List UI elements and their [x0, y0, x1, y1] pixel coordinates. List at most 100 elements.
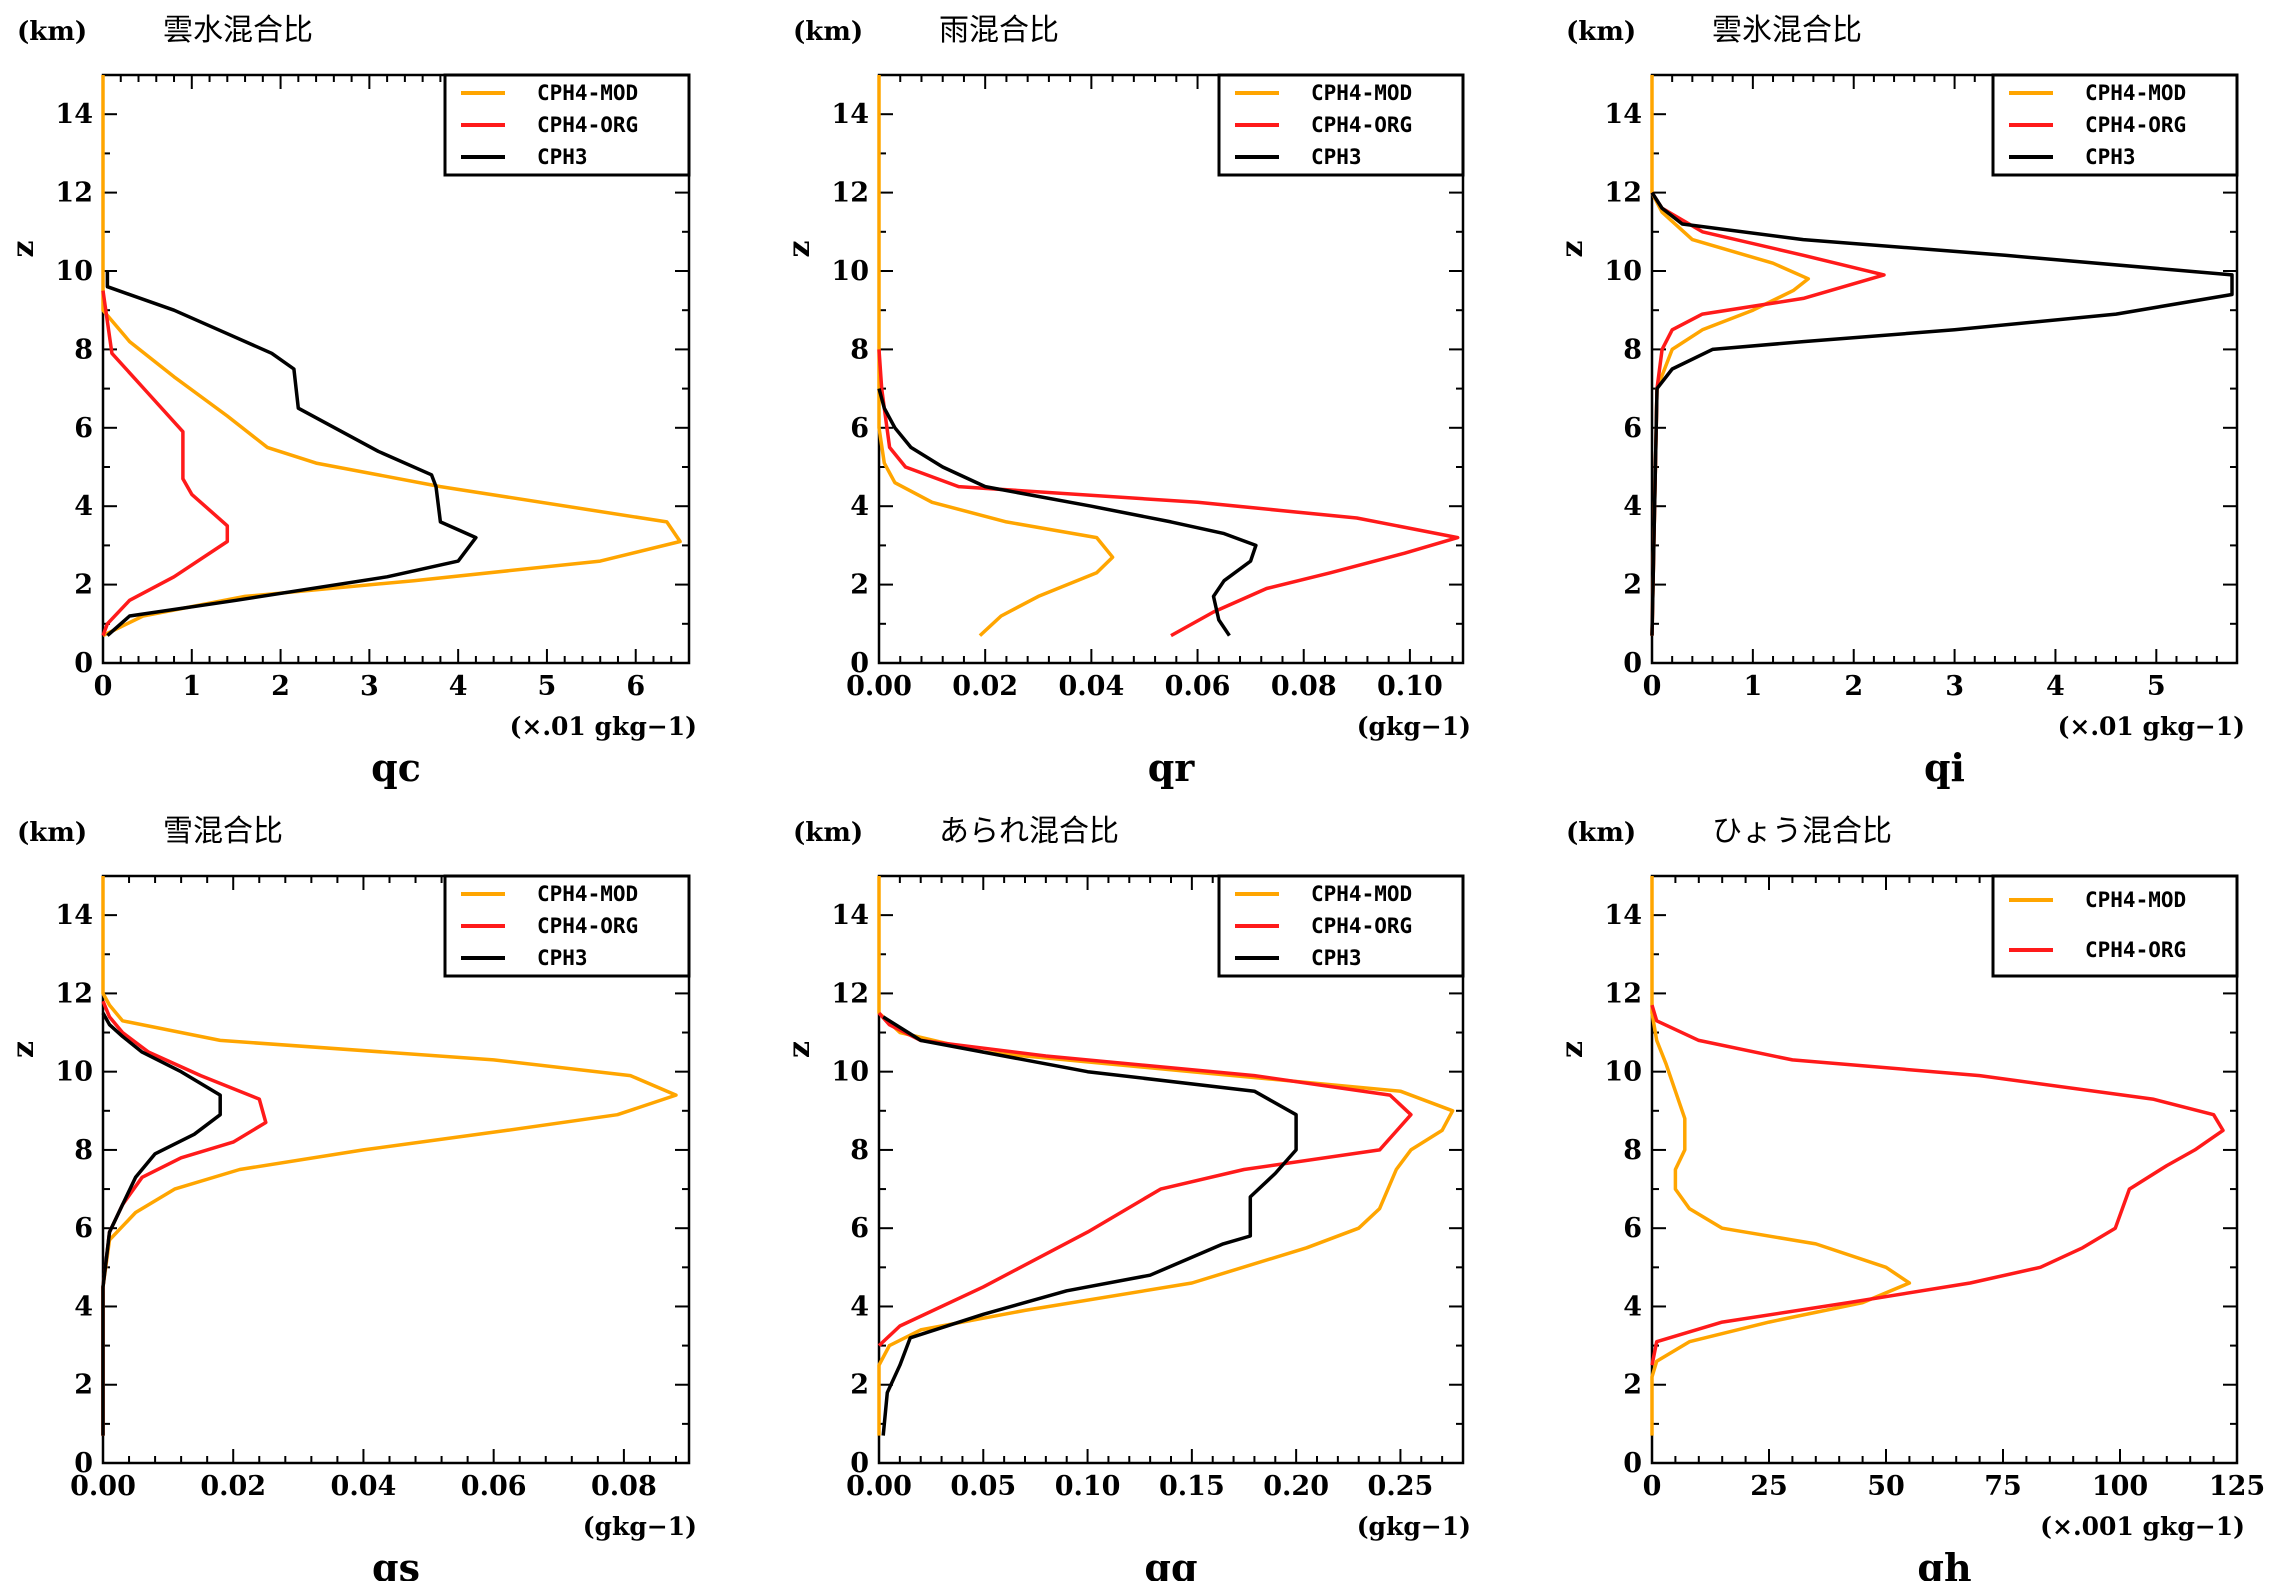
legend: CPH4-MOD CPH4-ORG CPH3 — [443, 874, 691, 978]
legend: CPH4-MOD CPH4-ORG CPH3 — [1217, 73, 1465, 177]
x-tick-label: 0.05 — [950, 1471, 1016, 1502]
x-tick-label: 5 — [538, 671, 557, 702]
y-tick-label: 8 — [74, 334, 93, 365]
y-tick-label: 4 — [74, 491, 93, 522]
series-line-cph4-org — [1650, 191, 1886, 636]
legend-label: CPH4-ORG — [537, 914, 638, 938]
x-tick-label: 0.25 — [1368, 1471, 1434, 1502]
y-tick-label: 0 — [850, 1448, 869, 1479]
y-tick-label: 2 — [850, 570, 869, 601]
y-tick-label: 4 — [1623, 491, 1642, 522]
chart-title: あられ混合比 — [939, 814, 1119, 849]
chart-title: ひょう混合比 — [1712, 814, 1892, 849]
x-axis-unit: (×.01 gkg−1) — [510, 712, 697, 741]
y-tick-label: 0 — [74, 648, 93, 679]
plot-frame — [1650, 73, 2239, 665]
x-tick-label: 1 — [1743, 671, 1762, 702]
y-tick-label: 12 — [55, 178, 93, 209]
chart-panel-qr: 0 2 4 6 8 10 12 14 0.00 0.02 0.04 0.06 0.08 0.10 (gkg−… — [782, 13, 1471, 790]
x-tick-label: 0.02 — [952, 671, 1018, 702]
y-axis-label: z — [6, 1041, 41, 1058]
y-tick-label: 8 — [850, 1135, 869, 1166]
y-tick-label: 10 — [55, 1057, 93, 1088]
y-axis-unit: (km) — [793, 17, 863, 47]
y-tick-label: 2 — [74, 570, 93, 601]
x-axis-label: qr — [1148, 745, 1196, 790]
x-axis-unit: (×.01 gkg−1) — [2058, 712, 2245, 741]
x-tick-label: 0.15 — [1159, 1471, 1225, 1502]
x-tick-label: 2 — [1844, 671, 1863, 702]
y-tick-label: 12 — [831, 178, 869, 209]
y-tick-label: 10 — [831, 256, 869, 287]
legend-label: CPH4-MOD — [1311, 882, 1412, 906]
legend-box — [1991, 874, 2239, 978]
y-axis-unit: (km) — [1566, 818, 1636, 848]
y-axis-label: z — [1555, 1041, 1590, 1058]
y-tick-label: 14 — [55, 900, 93, 931]
series-line-cph3 — [881, 1015, 1298, 1436]
legend-label: CPH4-MOD — [1311, 81, 1412, 105]
y-tick-label: 10 — [1604, 256, 1642, 287]
legend-label: CPH4-ORG — [2085, 938, 2186, 962]
x-axis-unit: (gkg−1) — [583, 1512, 697, 1541]
legend: CPH4-MOD CPH4-ORG CPH3 — [443, 73, 691, 177]
y-tick-label: 0 — [74, 1448, 93, 1479]
y-tick-label: 14 — [1604, 99, 1642, 130]
x-axis-unit: (gkg−1) — [1357, 712, 1471, 741]
x-tick-label: 3 — [1945, 671, 1964, 702]
y-tick-label: 6 — [74, 1213, 93, 1244]
x-tick-label: 0.06 — [1165, 671, 1231, 702]
x-tick-label: 0.10 — [1377, 671, 1443, 702]
y-tick-label: 12 — [1604, 978, 1642, 1009]
x-tick-label: 0.08 — [1271, 671, 1337, 702]
plot-frame — [101, 874, 691, 1465]
legend-label: CPH3 — [1311, 145, 1362, 169]
series-line-cph4-mod — [101, 75, 682, 638]
x-tick-label: 75 — [1984, 1471, 2022, 1502]
legend-label: CPH3 — [2085, 145, 2136, 169]
x-tick-label: 5 — [2147, 671, 2166, 702]
x-tick-label: 3 — [360, 671, 379, 702]
legend-label: CPH4-MOD — [537, 81, 638, 105]
y-tick-label: 10 — [831, 1057, 869, 1088]
x-axis-unit: (gkg−1) — [1357, 1512, 1471, 1541]
x-tick-label: 125 — [2209, 1471, 2265, 1502]
x-tick-label: 25 — [1750, 1471, 1788, 1502]
y-tick-label: 0 — [1623, 1448, 1642, 1479]
series-line-cph4-org — [101, 1000, 268, 1436]
y-tick-label: 10 — [55, 256, 93, 287]
y-axis-unit: (km) — [793, 818, 863, 848]
x-tick-label: 0.20 — [1263, 1471, 1329, 1502]
chart-title: 雲水混合比 — [163, 13, 313, 48]
plot-frame — [1650, 874, 2239, 1465]
y-axis-unit: (km) — [17, 818, 87, 848]
legend-label: CPH4-ORG — [537, 113, 638, 137]
x-tick-label: 0 — [1643, 1471, 1662, 1502]
series-line-cph3 — [101, 1012, 222, 1436]
chart-title: 雨混合比 — [939, 13, 1059, 48]
y-tick-label: 6 — [850, 413, 869, 444]
x-tick-label: 100 — [2092, 1471, 2148, 1502]
y-axis-label: z — [782, 1041, 817, 1058]
y-axis-unit: (km) — [17, 17, 87, 47]
x-tick-label: 0.00 — [846, 1471, 912, 1502]
series-line-cph3 — [877, 388, 1258, 637]
y-tick-label: 6 — [74, 413, 93, 444]
legend-label: CPH4-MOD — [2085, 81, 2186, 105]
x-tick-label: 0.04 — [331, 1471, 397, 1502]
y-tick-label: 14 — [1604, 900, 1642, 931]
x-axis-label: qi — [1924, 745, 1965, 790]
x-axis-label: qg — [1144, 1545, 1197, 1581]
x-tick-label: 50 — [1867, 1471, 1905, 1502]
x-tick-label: 0 — [94, 671, 113, 702]
y-axis-label: z — [6, 240, 41, 257]
y-tick-label: 0 — [850, 648, 869, 679]
x-tick-label: 2 — [271, 671, 290, 702]
series-line-cph3 — [1650, 191, 2234, 636]
x-tick-label: 0.06 — [461, 1471, 527, 1502]
y-axis-unit: (km) — [1566, 17, 1636, 47]
y-tick-label: 4 — [850, 1291, 869, 1322]
